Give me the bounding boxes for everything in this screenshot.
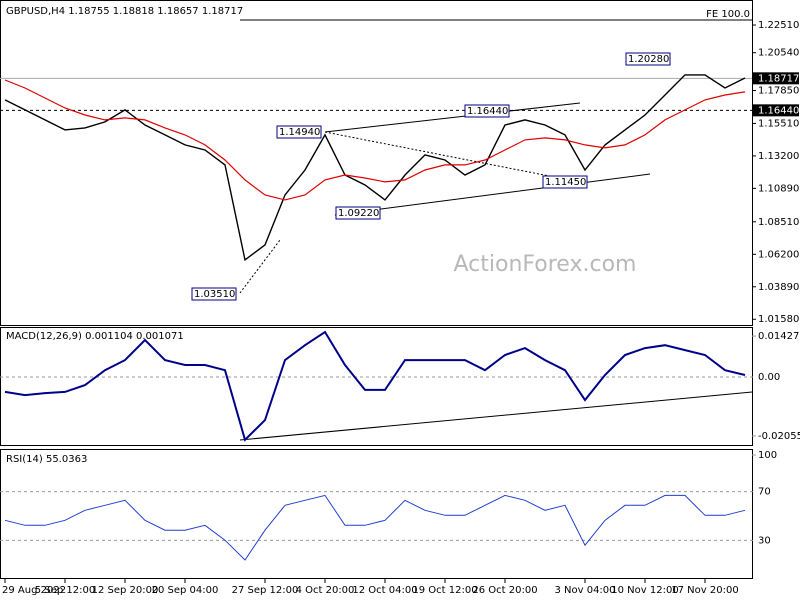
- macd-line: [4, 330, 746, 442]
- annotation-box: [335, 206, 381, 220]
- y-tick-label: 1.03890: [758, 282, 799, 293]
- y-tick-label: 1.08510: [758, 217, 799, 228]
- rsi-line: [4, 494, 746, 561]
- annotation: 1.03510: [194, 289, 235, 300]
- level-box: [753, 104, 799, 117]
- trend-lines: [239, 102, 753, 441]
- macd-tick-label: 0.014278: [758, 331, 800, 342]
- level-box: [753, 72, 799, 85]
- x-tick-label: 5 Sep 12:00: [35, 585, 95, 596]
- x-tick-label: 27 Sep 12:00: [232, 585, 299, 596]
- annotation-box: [542, 175, 588, 189]
- price-line: [4, 74, 746, 262]
- x-tick-label: 4 Oct 20:00: [296, 585, 355, 596]
- macd-tick-label: 0.00: [758, 372, 780, 383]
- y-tick-label: 1.06200: [758, 249, 799, 260]
- x-tick-label: 10 Nov 12:00: [611, 585, 678, 596]
- rsi-title: RSI(14) 55.0363: [6, 454, 87, 465]
- y-tick-label: 1.13200: [758, 151, 799, 162]
- rsi-tick-label: 30: [758, 535, 771, 546]
- level-label: 1.18717: [758, 73, 799, 84]
- annotation: 1.16440: [467, 106, 508, 117]
- x-tick-label: 26 Oct 20:00: [472, 585, 537, 596]
- macd-title: MACD(12,26,9) 0.001104 0.001071: [6, 331, 184, 342]
- price-title: GBPUSD,H4 1.18755 1.18818 1.18657 1.1871…: [6, 6, 243, 17]
- level-label: 1.16440: [758, 105, 799, 116]
- annotation-box: [276, 125, 322, 139]
- annotation-box: [625, 52, 671, 66]
- y-tick-label: 1.20540: [758, 48, 799, 59]
- x-tick-label: 3 Nov 04:00: [554, 585, 615, 596]
- annotation: 1.09220: [338, 208, 379, 219]
- y-tick-label: 1.15510: [758, 118, 799, 129]
- x-tick-label: 12 Oct 04:00: [352, 585, 417, 596]
- rsi-tick-label: 70: [758, 487, 771, 498]
- x-tick-label: 12 Sep 20:00: [92, 585, 159, 596]
- x-tick-label: 17 Nov 20:00: [671, 585, 738, 596]
- annotation: 1.20280: [628, 54, 669, 65]
- y-tick-label: 1.22510: [758, 20, 799, 31]
- x-tick-label: 29 Aug 2022: [2, 585, 66, 596]
- fe-label: FE 100.0: [706, 9, 750, 20]
- y-tick-label: 1.01580: [758, 314, 799, 325]
- y-tick-label: 1.10890: [758, 183, 799, 194]
- macd-tick-label: -0.020556: [758, 431, 800, 442]
- y-tick-label: 1.17850: [758, 86, 799, 97]
- annotation: 1.11450: [545, 177, 586, 188]
- annotation-box: [191, 287, 237, 301]
- panel-borders: [0, 0, 753, 579]
- watermark: ActionForex.com: [454, 252, 637, 277]
- x-tick-label: 19 Oct 12:00: [412, 585, 477, 596]
- rsi-tick-label: 100: [758, 450, 777, 461]
- x-tick-label: 20 Sep 04:00: [152, 585, 219, 596]
- annotation: 1.14940: [279, 127, 320, 138]
- moving-average: [4, 79, 746, 201]
- annotation-box: [464, 104, 510, 118]
